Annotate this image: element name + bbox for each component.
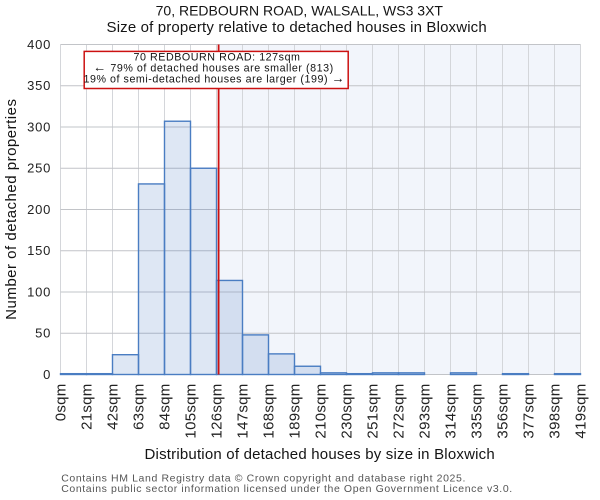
svg-text:Distribution of detached house: Distribution of detached houses by size … <box>145 446 495 463</box>
svg-text:84sqm: 84sqm <box>157 383 174 430</box>
svg-text:0: 0 <box>43 367 51 382</box>
svg-text:314sqm: 314sqm <box>443 383 460 438</box>
svg-text:400: 400 <box>27 37 51 52</box>
svg-text:105sqm: 105sqm <box>183 383 200 438</box>
svg-text:Number of detached properties: Number of detached properties <box>3 99 20 320</box>
svg-text:0sqm: 0sqm <box>53 383 70 421</box>
svg-text:50: 50 <box>35 326 51 341</box>
svg-text:168sqm: 168sqm <box>261 383 278 438</box>
svg-text:272sqm: 272sqm <box>391 383 408 438</box>
svg-text:230sqm: 230sqm <box>339 383 356 438</box>
svg-text:21sqm: 21sqm <box>79 383 96 430</box>
svg-text:300: 300 <box>27 119 51 134</box>
svg-text:63sqm: 63sqm <box>131 383 148 430</box>
svg-text:Contains public sector informa: Contains public sector information licen… <box>61 483 513 495</box>
svg-text:210sqm: 210sqm <box>313 383 330 438</box>
svg-text:335sqm: 335sqm <box>469 383 486 438</box>
svg-text:42sqm: 42sqm <box>105 383 122 430</box>
svg-text:350: 350 <box>27 78 51 93</box>
svg-text:150: 150 <box>27 243 51 258</box>
svg-text:19% of semi-detached houses ar: 19% of semi-detached houses are larger (… <box>83 70 345 85</box>
svg-text:200: 200 <box>27 202 51 217</box>
svg-text:Size of property relative to d: Size of property relative to detached ho… <box>107 19 487 36</box>
svg-text:419sqm: 419sqm <box>573 383 590 438</box>
svg-text:70 REDBOURN ROAD: 127sqm: 70 REDBOURN ROAD: 127sqm <box>133 52 300 64</box>
svg-text:126sqm: 126sqm <box>209 383 226 438</box>
svg-text:Contains HM Land Registry data: Contains HM Land Registry data © Crown c… <box>61 473 466 485</box>
svg-text:356sqm: 356sqm <box>495 383 512 438</box>
svg-text:70, REDBOURN ROAD, WALSALL, WS: 70, REDBOURN ROAD, WALSALL, WS3 3XT <box>156 2 444 18</box>
svg-text:251sqm: 251sqm <box>365 383 382 438</box>
svg-text:398sqm: 398sqm <box>547 383 564 438</box>
svg-text:189sqm: 189sqm <box>287 383 304 438</box>
svg-text:100: 100 <box>27 284 51 299</box>
svg-text:← 79% of detached houses are s: ← 79% of detached houses are smaller (81… <box>93 59 333 74</box>
svg-text:250: 250 <box>27 161 51 176</box>
svg-text:293sqm: 293sqm <box>417 383 434 438</box>
svg-text:377sqm: 377sqm <box>521 383 538 438</box>
svg-text:147sqm: 147sqm <box>235 383 252 438</box>
